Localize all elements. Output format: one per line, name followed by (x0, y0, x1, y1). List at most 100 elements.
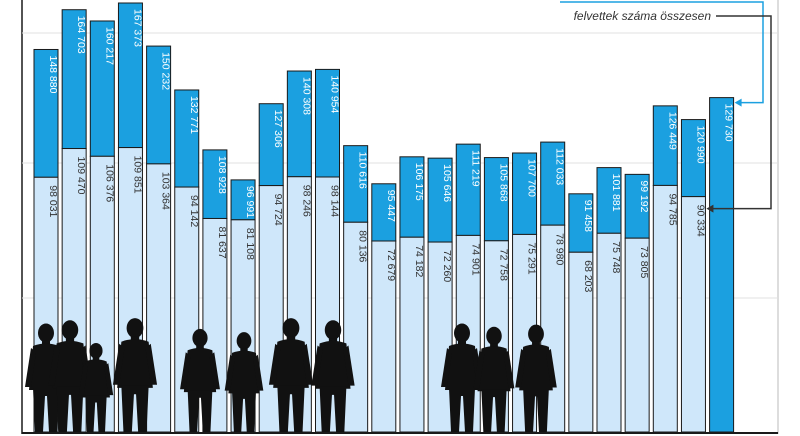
label-admitted-3: 106 376 (103, 164, 115, 202)
person-silhouette-5 (180, 328, 220, 432)
label-total-6: 132 771 (188, 96, 200, 134)
bar-total-5 (146, 45, 172, 165)
bar-group-15: 105 646 72 260 (427, 157, 453, 433)
bar-total-21 (596, 167, 622, 234)
label-total-2: 164 703 (75, 16, 87, 54)
label-total-25: 129 730 (723, 104, 735, 142)
label-admitted-7: 81 637 (216, 226, 228, 258)
person-silhouette-6 (224, 332, 264, 432)
label-admitted-23: 94 785 (666, 193, 678, 225)
label-total-21: 101 881 (610, 174, 622, 212)
label-admitted-24: 90 334 (694, 205, 706, 237)
people-silhouettes (25, 318, 557, 432)
label-admitted-19: 78 980 (554, 233, 566, 265)
bar-admitted-12 (343, 221, 369, 433)
person-silhouette-3 (78, 343, 114, 432)
bar-total-3 (89, 20, 115, 157)
label-total-11: 140 954 (329, 75, 341, 113)
label-admitted-12: 80 136 (357, 230, 369, 262)
label-admitted-5: 103 364 (160, 172, 172, 210)
bar-total-22 (624, 173, 650, 239)
person-silhouette-1 (25, 323, 67, 432)
label-admitted-11: 98 144 (329, 185, 341, 217)
label-admitted-9: 94 724 (272, 194, 284, 226)
bar-total-12 (343, 145, 369, 223)
person-silhouette-2 (48, 320, 92, 432)
bar-admitted-14 (399, 236, 425, 433)
bar-total-25 (709, 97, 735, 433)
person-silhouette-7 (268, 318, 314, 432)
person-silhouette-9 (441, 323, 483, 432)
arrow-head-upper (734, 98, 742, 107)
bar-total-18 (512, 152, 538, 235)
bar-total-23 (652, 105, 678, 186)
label-total-18: 107 700 (526, 159, 538, 197)
bar-admitted-15 (427, 241, 453, 433)
bar-total-11 (315, 68, 340, 178)
label-total-14: 106 175 (413, 163, 425, 201)
label-total-19: 112 033 (554, 148, 566, 185)
label-admitted-22: 73 805 (638, 246, 650, 278)
label-admitted-8: 81 108 (244, 228, 256, 260)
bar-total-8 (230, 179, 256, 221)
person-silhouette-11 (515, 324, 557, 432)
bar-total-2 (61, 9, 87, 150)
label-admitted-21: 75 748 (610, 241, 622, 273)
arrow-head-lower (706, 204, 714, 213)
bar-group-23: 126 449 94 785 (652, 105, 678, 433)
label-admitted-2: 109 470 (75, 157, 87, 195)
label-total-15: 105 646 (441, 164, 453, 202)
callout-line-lower (711, 15, 772, 210)
label-admitted-17: 72 758 (497, 249, 509, 281)
bar-total-9 (258, 103, 284, 187)
legend: felvettek száma összesen (560, 1, 772, 213)
bar-group-21: 101 881 75 748 (596, 167, 622, 433)
label-total-12: 110 616 (357, 152, 369, 189)
bar-admitted-24 (680, 196, 706, 433)
bar-group-14: 106 175 74 182 (399, 156, 425, 433)
label-total-24: 120 990 (694, 126, 706, 164)
label-total-5: 150 232 (160, 52, 172, 90)
label-total-17: 105 868 (497, 164, 509, 202)
bar-total-10 (286, 70, 312, 178)
label-total-1: 148 880 (47, 55, 59, 93)
label-total-10: 140 308 (300, 77, 312, 115)
bar-total-24 (680, 119, 706, 198)
label-total-7: 108 928 (216, 156, 228, 194)
label-total-16: 111 219 (469, 150, 481, 187)
bar-admitted-20 (568, 251, 594, 433)
label-total-3: 160 217 (103, 27, 115, 65)
bar-group-22: 99 192 73 805 (624, 173, 650, 433)
label-admitted-20: 68 203 (582, 260, 594, 292)
label-total-20: 91 458 (582, 200, 594, 232)
label-admitted-1: 98 031 (47, 185, 59, 217)
label-admitted-6: 94 142 (188, 195, 200, 227)
label-admitted-18: 75 291 (526, 242, 538, 274)
label-total-4: 167 373 (131, 9, 143, 47)
bar-group-25: 129 730 (709, 97, 735, 433)
label-total-13: 95 447 (385, 190, 397, 222)
label-total-23: 126 449 (666, 112, 678, 150)
bar-total-4 (117, 2, 143, 149)
bar-total-20 (568, 193, 594, 253)
bar-group-24: 120 990 90 334 (680, 119, 706, 433)
bar-admitted-13 (371, 240, 397, 433)
bar-group-12: 110 616 80 136 (343, 145, 369, 433)
label-admitted-4: 109 851 (131, 156, 143, 194)
label-admitted-14: 74 182 (413, 245, 425, 277)
bar-group-10: 140 308 98 246 (286, 70, 312, 433)
person-silhouette-10 (473, 326, 515, 432)
person-silhouette-4 (112, 318, 158, 432)
label-total-8: 96 991 (244, 186, 256, 218)
bar-group-13: 95 447 72 679 (371, 183, 397, 433)
bar-total-7 (202, 149, 228, 219)
bar-admitted-23 (652, 184, 678, 433)
legend-label: felvettek száma összesen (574, 9, 712, 23)
label-admitted-16: 74 901 (469, 243, 481, 275)
label-admitted-15: 72 260 (441, 250, 453, 282)
callout-line-upper (560, 1, 764, 104)
label-total-9: 127 306 (272, 110, 284, 148)
bar-group-20: 91 458 68 203 (568, 193, 594, 433)
